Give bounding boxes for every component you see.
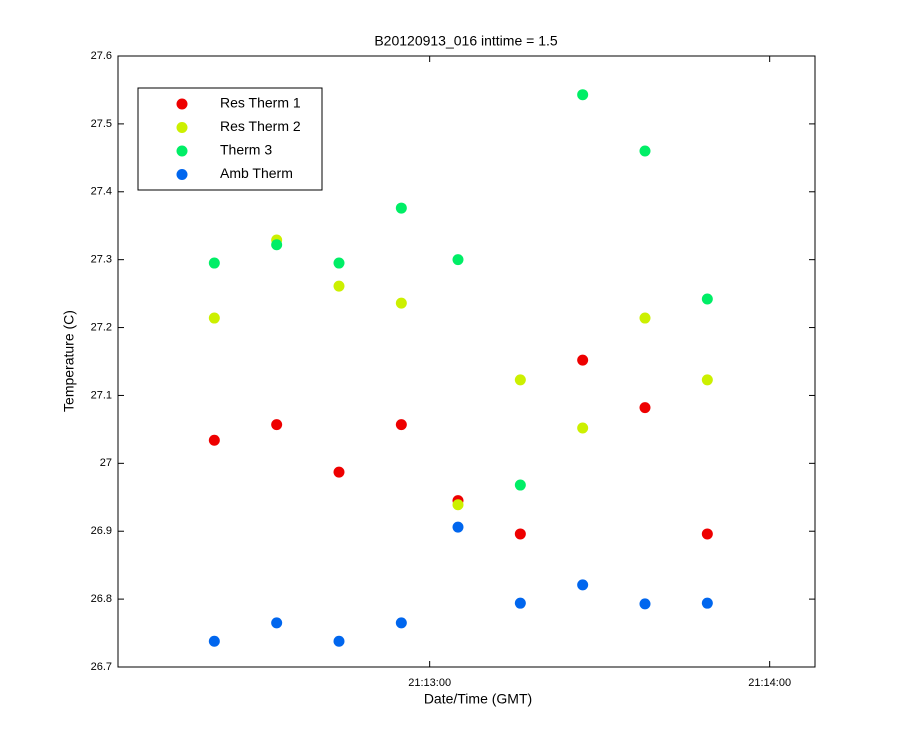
y-axis-label: Temperature (C) [61,310,77,412]
point [577,89,589,101]
point [452,254,464,266]
point [395,202,407,214]
x-tick-label: 21:13:00 [408,677,451,689]
point [701,528,713,540]
point [639,312,651,324]
point [208,434,220,446]
y-tick-label: 27.2 [91,321,112,333]
y-tick-label: 27.5 [91,118,112,130]
point [577,579,589,591]
x-axis-label: Date/Time (GMT) [424,691,532,707]
point [333,466,345,478]
y-tick-label: 27.4 [91,186,112,198]
legend-marker [176,122,188,133]
y-tick-label: 27 [100,457,112,469]
legend-marker [176,169,188,180]
legend-label: Therm 3 [220,142,272,158]
y-tick-label: 27.3 [91,254,112,266]
point [271,419,283,431]
point [333,280,345,292]
point [208,257,220,269]
y-tick-label: 26.7 [91,661,112,673]
point [701,597,713,609]
point [514,528,526,540]
y-tick-label: 26.9 [91,525,112,537]
point [701,293,713,305]
legend-label: Res Therm 1 [220,95,301,111]
point [577,354,589,366]
point [333,257,345,269]
point [208,312,220,324]
point [452,521,464,533]
legend-marker [176,98,188,110]
legend-box [137,87,323,191]
legend-label: Res Therm 2 [220,118,301,134]
point [514,597,526,609]
point [395,297,407,309]
legend-marker [176,145,188,157]
point [452,499,464,511]
point [701,374,713,386]
chart-title: B20120913_016 inttime = 1.5 [374,33,558,49]
legend-label: Amb Therm [220,165,293,181]
x-tick-label: 21:14:00 [748,677,791,689]
point [639,145,651,157]
point [514,479,526,491]
point [395,617,407,629]
point [639,598,651,610]
point [577,422,589,434]
y-tick-label: 27.6 [91,50,112,62]
point [639,402,651,414]
point [271,239,283,251]
point [208,635,220,647]
y-tick-label: 26.8 [91,593,112,605]
point [333,635,345,647]
point [395,419,407,431]
point [271,617,283,629]
y-tick-label: 27.1 [91,389,112,401]
point [514,374,526,386]
